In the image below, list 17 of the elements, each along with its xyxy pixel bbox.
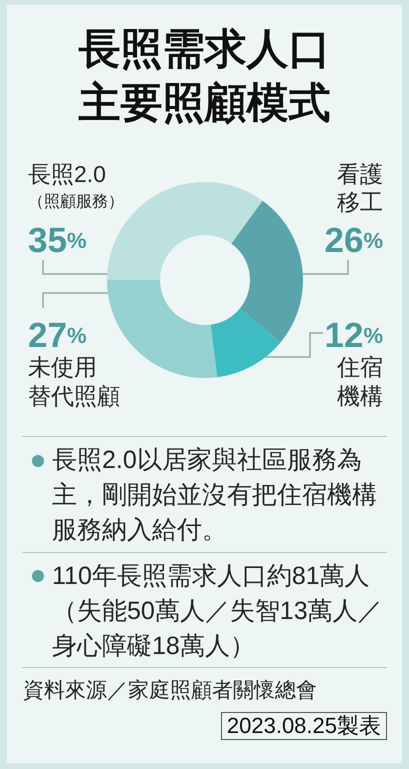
donut-slice bbox=[231, 200, 303, 342]
data-label: 12% bbox=[324, 316, 383, 354]
slice-label: 未使用替代照顧 bbox=[28, 354, 120, 409]
chart-title: 長照需求人口主要照顧模式 bbox=[78, 24, 332, 128]
donut-slice bbox=[107, 182, 263, 280]
donut-slice bbox=[210, 308, 281, 378]
text: 2023.08.25製表 bbox=[220, 712, 387, 740]
source-note: 資料來源／家庭照顧者關懷總會 bbox=[23, 678, 318, 704]
text: 110年長照需求人口約81萬人（失能50萬人／失智13萬人／身心障礙18萬人） bbox=[52, 560, 384, 662]
text: 長照2.0以居家與社區服務為主，剛開始並沒有把住宿機構服務納入給付。 bbox=[52, 445, 378, 546]
data-label: 35% bbox=[28, 220, 86, 260]
donut-slice bbox=[107, 280, 218, 378]
slice-label: 住宿機構 bbox=[336, 354, 383, 409]
slice-label: 長照2.0（照顧服務） bbox=[28, 161, 124, 210]
slice-label: 看護移工 bbox=[337, 161, 383, 215]
data-label: 27% bbox=[28, 316, 86, 354]
data-label: 26% bbox=[324, 220, 383, 260]
